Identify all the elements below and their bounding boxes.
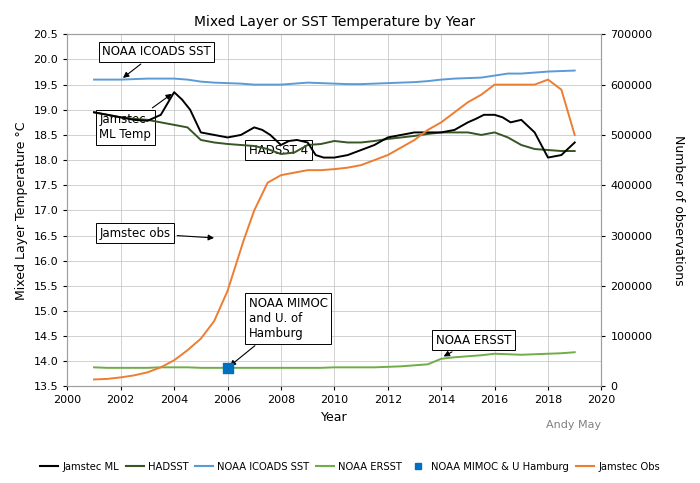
Text: Jamstec
ML Temp: Jamstec ML Temp [99,95,171,142]
Text: Jamstec obs: Jamstec obs [99,227,213,240]
Y-axis label: Mixed Layer Temperature °C: Mixed Layer Temperature °C [15,121,28,299]
Text: HADSST 4: HADSST 4 [249,143,308,156]
Text: Andy May: Andy May [546,420,601,430]
Title: Mixed Layer or SST Temperature by Year: Mixed Layer or SST Temperature by Year [194,15,475,29]
Legend: Jamstec ML, HADSST, NOAA ICOADS SST, NOAA ERSST, NOAA MIMOC & U Hamburg, Jamstec: Jamstec ML, HADSST, NOAA ICOADS SST, NOA… [36,457,664,476]
Point [222,364,233,372]
Text: NOAA MIMOC
and U. of
Hamburg: NOAA MIMOC and U. of Hamburg [231,297,328,365]
X-axis label: Year: Year [321,411,348,424]
Y-axis label: Number of observations: Number of observations [672,135,685,286]
Text: NOAA ERSST: NOAA ERSST [436,334,511,356]
Text: NOAA ICOADS SST: NOAA ICOADS SST [102,45,211,77]
